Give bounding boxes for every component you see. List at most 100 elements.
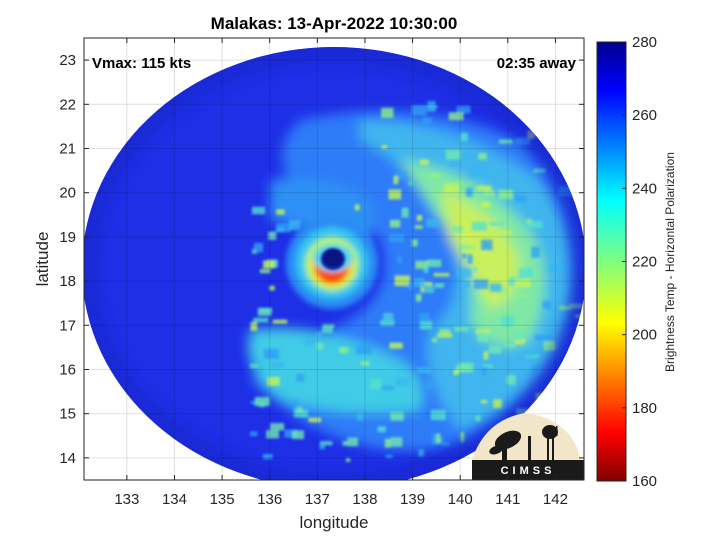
convective-patch (526, 221, 543, 229)
x-axis-label: longitude (299, 513, 368, 532)
convective-patch (251, 206, 266, 215)
convective-patch (549, 264, 564, 273)
convective-patch (423, 285, 435, 294)
convective-patch (390, 437, 403, 447)
convective-patch (266, 430, 280, 439)
convective-patch (444, 183, 460, 193)
convective-patch (426, 259, 442, 267)
convective-patch (511, 331, 524, 341)
convective-patch (250, 363, 259, 369)
vmax-annotation: Vmax: 115 kts (92, 55, 191, 72)
convective-patch (479, 251, 490, 263)
convective-patch (408, 181, 414, 185)
convective-patch (419, 159, 429, 165)
convective-patch (481, 202, 491, 208)
colorbar-label: Brightness Temp - Horizontal Polarizatio… (663, 152, 677, 372)
y-tick-label: 14 (59, 450, 76, 467)
x-tick-label: 137 (305, 491, 330, 508)
convective-patch (514, 195, 526, 202)
convective-patch (525, 354, 540, 358)
convective-patch (455, 365, 471, 373)
convective-patch (513, 293, 529, 298)
convective-patch (481, 239, 493, 251)
convective-patch (465, 188, 473, 197)
convective-patch (423, 264, 429, 274)
convective-patch (478, 153, 487, 160)
convective-patch (462, 253, 467, 259)
convective-patch (445, 149, 461, 160)
convective-patch (308, 417, 322, 423)
colorbar-tick-label: 280 (632, 34, 657, 51)
convective-patch (416, 367, 432, 374)
convective-patch (433, 273, 450, 277)
convective-patch (296, 406, 304, 413)
convective-patch (269, 285, 275, 291)
convective-patch (419, 312, 430, 322)
convective-patch (432, 433, 437, 445)
convective-patch (254, 242, 264, 253)
convective-patch (543, 340, 556, 351)
x-axis: 133 134 135 136 137 138 139 140 141 142 (114, 38, 568, 508)
convective-patch (315, 332, 322, 340)
convective-patch (291, 430, 305, 440)
colorbar-tick-label: 160 (632, 473, 657, 490)
convective-patch (271, 361, 284, 369)
convective-patch (384, 438, 391, 448)
convective-patch (452, 180, 464, 186)
convective-patch (347, 437, 358, 447)
convective-patch (360, 361, 370, 366)
convective-patch (481, 364, 493, 368)
convective-patch (268, 231, 277, 240)
cimss-logo: CIMSS (472, 413, 584, 480)
convective-patch (475, 415, 481, 422)
convective-patch (460, 132, 468, 142)
brightness-temp-swath (84, 47, 584, 480)
convective-patch (270, 423, 285, 431)
convective-patch (322, 326, 333, 334)
convective-patch (416, 214, 423, 222)
x-tick-label: 136 (257, 491, 282, 508)
convective-patch (393, 176, 399, 185)
convective-patch (267, 376, 280, 386)
convective-patch (339, 347, 349, 354)
colorbar-tick-label: 200 (632, 327, 657, 344)
colorbar-tick-label: 240 (632, 180, 657, 197)
convective-patch (428, 172, 442, 179)
convective-patch (474, 410, 481, 416)
convective-patch (514, 338, 526, 345)
x-tick-label: 135 (210, 491, 235, 508)
convective-patch (381, 107, 394, 118)
y-tick-label: 21 (59, 141, 76, 158)
convective-patch (414, 225, 423, 229)
convective-patch (276, 227, 285, 233)
convective-patch (425, 218, 439, 228)
convective-patch (459, 281, 471, 288)
convective-patch (407, 282, 413, 291)
x-tick-label: 138 (352, 491, 377, 508)
y-tick-label: 18 (59, 273, 76, 290)
convective-patch (497, 286, 507, 294)
x-tick-label: 140 (448, 491, 473, 508)
convective-patch (481, 366, 487, 376)
convective-patch (379, 386, 394, 390)
colorbar-tick-label: 260 (632, 107, 657, 124)
convective-patch (472, 221, 487, 231)
convective-patch (394, 171, 406, 180)
convective-patch (356, 345, 372, 355)
convective-patch (259, 307, 273, 313)
x-tick-label: 134 (162, 491, 187, 508)
y-tick-label: 22 (59, 96, 76, 113)
convective-patch (533, 168, 546, 173)
convective-patch (357, 411, 363, 421)
convective-patch (415, 260, 429, 270)
convective-patch (436, 433, 441, 444)
y-tick-label: 19 (59, 229, 76, 246)
y-tick-label: 17 (59, 317, 76, 334)
convective-patch (395, 377, 409, 386)
convective-patch (498, 139, 513, 144)
convective-patch (390, 411, 404, 421)
convective-patch (498, 230, 512, 235)
convective-patch (501, 316, 515, 327)
convective-patch (292, 399, 298, 411)
